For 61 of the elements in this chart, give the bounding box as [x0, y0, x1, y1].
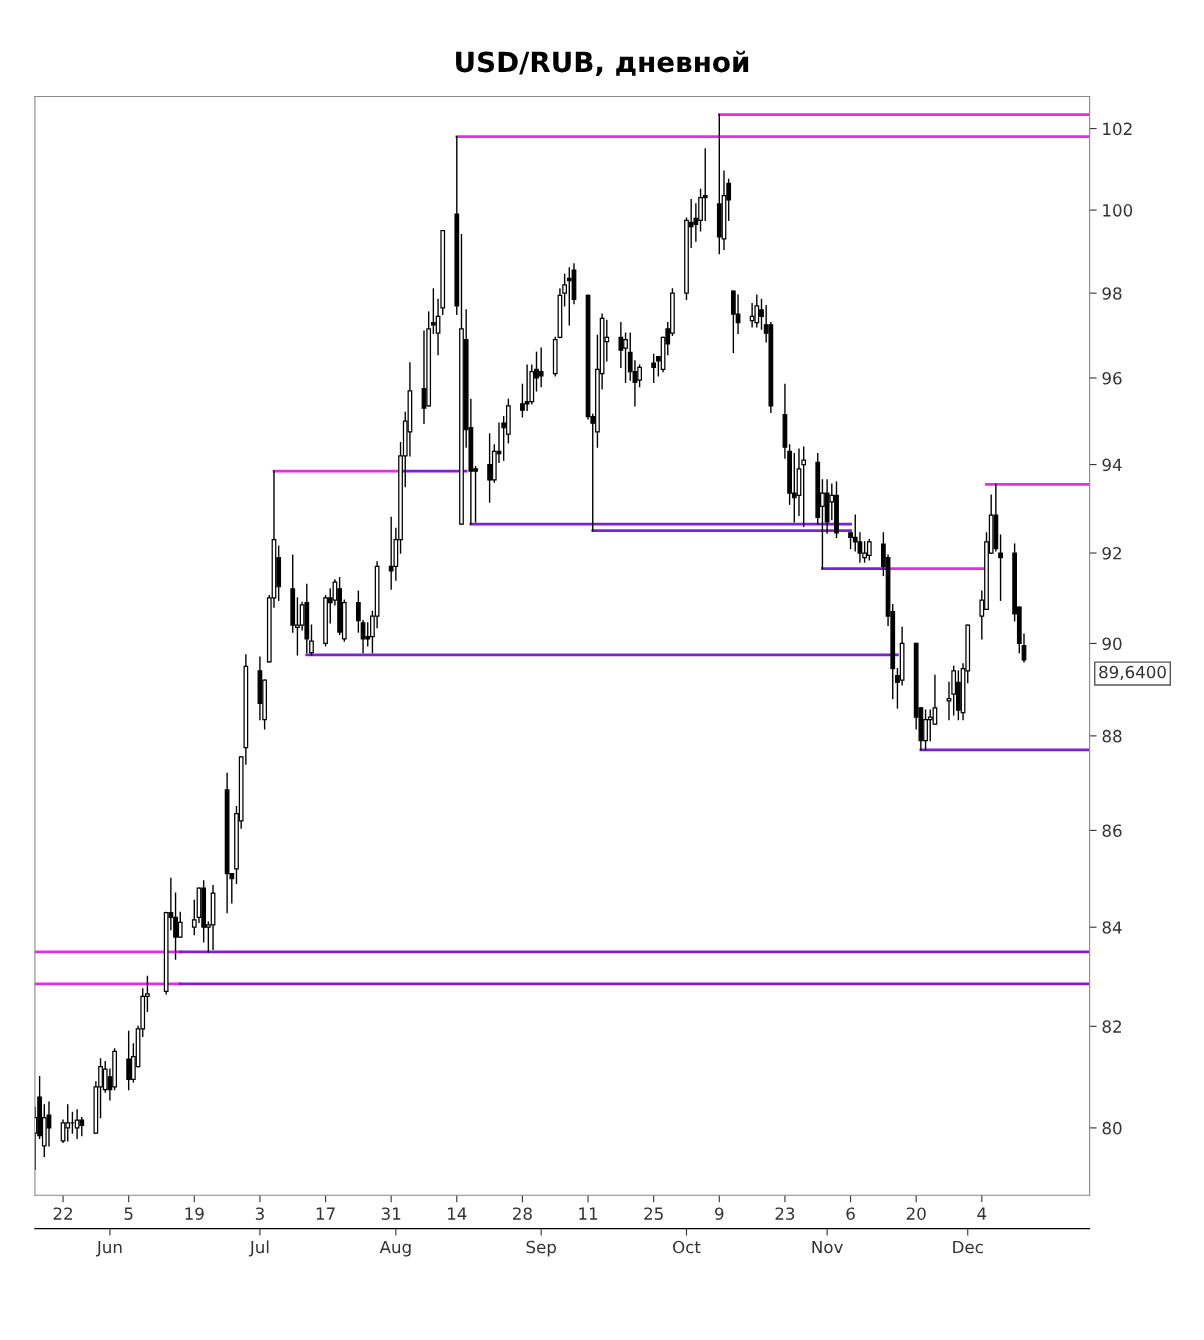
x-tick-label: 9 — [715, 1207, 724, 1220]
candlestick — [702, 148, 708, 222]
y-tick-label: 94 — [1102, 458, 1122, 472]
x-tick-label: 5 — [124, 1207, 133, 1220]
candlestick — [730, 290, 736, 354]
y-tick-label: 102 — [1103, 122, 1132, 136]
x2-tick-label: Dec — [953, 1240, 983, 1254]
x-tick-label: 25 — [644, 1207, 663, 1220]
candlestick — [866, 538, 872, 561]
x-tick-label: 19 — [185, 1207, 204, 1220]
y-tick-label: 86 — [1102, 824, 1122, 837]
y-tick-label: 82 — [1102, 1020, 1121, 1033]
candlestick — [566, 267, 572, 326]
x-tick-label: 28 — [513, 1207, 532, 1220]
candlestick — [126, 1030, 132, 1091]
y-tick-label: 96 — [1102, 371, 1122, 385]
y-tick-label: 92 — [1102, 546, 1121, 560]
x-tick-label: 11 — [579, 1207, 598, 1220]
y-tick-label: 88 — [1102, 729, 1122, 743]
candlestick — [562, 273, 567, 307]
x-tick-label: 3 — [255, 1207, 264, 1220]
x2-tick-label: Jun — [96, 1240, 122, 1257]
y-tick-label: 84 — [1102, 921, 1122, 934]
candlestick — [857, 532, 863, 563]
x-tick-label: 4 — [977, 1207, 987, 1220]
candlestick — [177, 911, 183, 938]
candlestick — [388, 516, 394, 590]
candlestick — [998, 534, 1003, 601]
y-tick-label: 80 — [1102, 1121, 1122, 1135]
x-tick-label: 17 — [316, 1207, 335, 1220]
x2-tick-label: Jul — [249, 1240, 269, 1257]
y-tick-label: 100 — [1103, 204, 1133, 217]
x2-tick-label: Sep — [526, 1240, 556, 1257]
x-tick-label: 31 — [381, 1207, 401, 1220]
x2-tick-label: Aug — [379, 1240, 411, 1257]
candlestick — [801, 446, 807, 527]
x2-tick-label: Oct — [673, 1240, 701, 1254]
candlestick — [618, 321, 624, 368]
candlestick — [951, 665, 957, 716]
x-tick-label: 20 — [906, 1207, 926, 1220]
candlestick — [754, 294, 760, 328]
candlestick — [430, 288, 436, 334]
candlestick — [538, 347, 544, 388]
text: 89,6400 — [1099, 665, 1166, 681]
y-tick-label: 98 — [1102, 287, 1122, 300]
candlestick — [309, 624, 314, 656]
x-tick-label: 6 — [846, 1207, 855, 1220]
candlestick — [46, 1101, 52, 1147]
x-tick-label: 14 — [448, 1207, 467, 1220]
candlestick — [65, 1104, 71, 1142]
candlestick — [191, 899, 197, 936]
x2-tick-label: Nov — [812, 1240, 843, 1254]
x-tick-label: 23 — [775, 1207, 795, 1220]
candlestick — [524, 364, 530, 411]
y-tick-label: 90 — [1102, 637, 1122, 650]
x-tick-label: 22 — [53, 1207, 72, 1220]
candlestick — [927, 709, 933, 742]
candlestick — [791, 452, 797, 523]
candlestick — [74, 1109, 80, 1139]
candlestick — [651, 353, 657, 383]
chart-title: USD/RUB, дневной — [456, 50, 749, 76]
